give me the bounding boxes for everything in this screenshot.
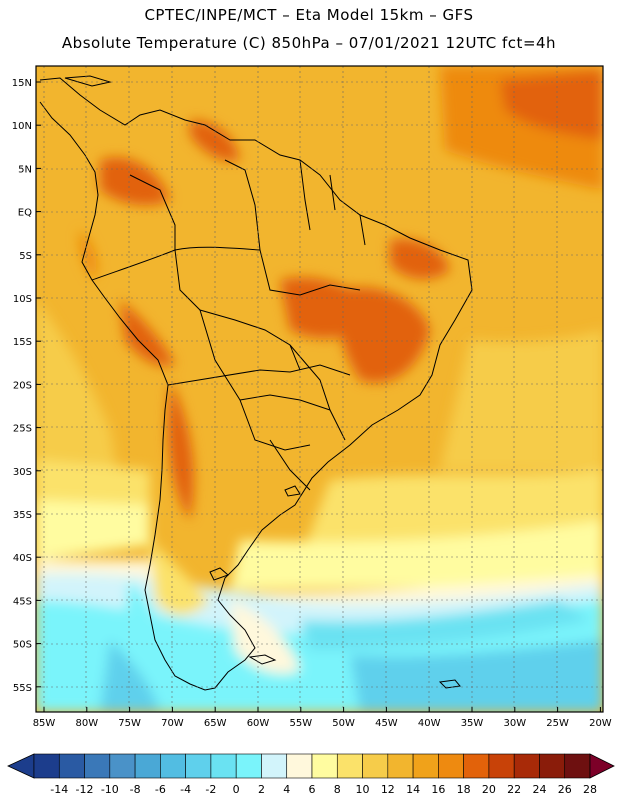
colorbar-label: -6 [155, 783, 166, 796]
colorbar-box [539, 753, 566, 779]
colorbar-label: 14 [406, 783, 420, 796]
colorbar-label: 12 [381, 783, 395, 796]
colorbar-label: 24 [532, 783, 546, 796]
colorbar-label: -4 [180, 783, 191, 796]
lat-label: 55S [13, 683, 32, 694]
lon-label: 75W [118, 718, 141, 729]
map-frame [35, 65, 604, 713]
lat-label: 20S [13, 380, 32, 391]
colorbar-label: 8 [334, 783, 341, 796]
lon-label: 65W [204, 718, 227, 729]
colorbar-box [160, 753, 186, 779]
lon-label: 40W [418, 718, 441, 729]
lat-label: 10S [13, 294, 32, 305]
colorbar-box [84, 753, 111, 779]
colorbar-box [387, 753, 414, 779]
colorbar-label: 10 [356, 783, 370, 796]
lat-label: EQ [18, 208, 32, 219]
colorbar-box [438, 753, 464, 779]
colorbar-box [261, 753, 288, 779]
lon-label: 55W [289, 718, 312, 729]
colorbar-label: -8 [130, 783, 141, 796]
colorbar-min-arrow [7, 753, 35, 779]
coastlines [39, 75, 473, 691]
colorbar-label: 6 [309, 783, 316, 796]
lon-label: 85W [33, 718, 56, 729]
colorbar-box [463, 753, 490, 779]
colorbar-label: -12 [76, 783, 94, 796]
colorbar-label: -2 [205, 783, 216, 796]
lat-label: 15S [13, 337, 32, 348]
lon-label: 45W [375, 718, 398, 729]
lon-label: 35W [461, 718, 484, 729]
colorbar-label: 16 [431, 783, 445, 796]
colorbar-label: 4 [283, 783, 290, 796]
colorbar-label: 22 [507, 783, 521, 796]
colorbar-label: -14 [50, 783, 68, 796]
latitude-labels: 15N 10N 5N EQ 5S 10S 15S 20S 25S 30S 35S 40S 45S 50S 5… [12, 78, 41, 694]
lat-label: 5N [18, 164, 32, 175]
lon-label: 20W [589, 718, 612, 729]
lon-label: 30W [503, 718, 526, 729]
colorbar-box [336, 753, 363, 779]
colorbar-label: 26 [558, 783, 572, 796]
title-line-2: Absolute Temperature (C) 850hPa – 07/01/… [61, 34, 557, 52]
colorbar-box [412, 753, 439, 779]
colorbar-box [362, 753, 389, 779]
colorbar-box [488, 753, 515, 779]
colorbar-box [235, 753, 262, 779]
lon-label: 80W [75, 718, 98, 729]
lat-label: 35S [13, 510, 32, 521]
colorbar-box [58, 753, 85, 779]
colorbar-label: 28 [583, 783, 597, 796]
temperature-field [36, 66, 603, 712]
lon-label: 50W [332, 718, 355, 729]
lon-label: 70W [161, 718, 184, 729]
colorbar-box [134, 753, 161, 779]
colorbar-box [185, 753, 212, 779]
lat-label: 5S [19, 251, 32, 262]
title-line-1: CPTEC/INPE/MCT – Eta Model 15km – GFS [144, 6, 474, 24]
colorbar-labels: -14 -12 -10 -8 -6 -4 -2 0 2 4 6 8 10 12 14 16 18 20 22 24 26… [50, 783, 597, 796]
colorbar-box [210, 753, 237, 779]
lat-label: 10N [12, 121, 32, 132]
colorbar-max-arrow [589, 753, 615, 779]
lat-label: 15N [12, 78, 32, 89]
lat-label: 50S [13, 640, 32, 651]
colorbar-box [33, 753, 60, 779]
lat-label: 40S [13, 553, 32, 564]
longitude-labels: 85W 80W 75W 70W 65W 60W 55W 50W 45W 40W 35W 30W 25W 2… [33, 707, 612, 729]
colorbar-box [109, 753, 136, 779]
lon-label: 60W [247, 718, 270, 729]
lon-label: 25W [546, 718, 569, 729]
colorbar-label: -10 [101, 783, 119, 796]
colorbar-label: 18 [457, 783, 471, 796]
colorbar-label: 20 [482, 783, 496, 796]
colorbar-box [564, 753, 591, 779]
colorbar-box [513, 753, 540, 779]
lat-label: 45S [13, 596, 32, 607]
colorbar [7, 753, 615, 779]
colorbar-label: 2 [258, 783, 265, 796]
lat-label: 30S [13, 467, 32, 478]
colorbar-box [311, 753, 338, 779]
colorbar-box [286, 753, 313, 779]
colorbar-label: 0 [233, 783, 240, 796]
lat-label: 25S [13, 424, 32, 435]
